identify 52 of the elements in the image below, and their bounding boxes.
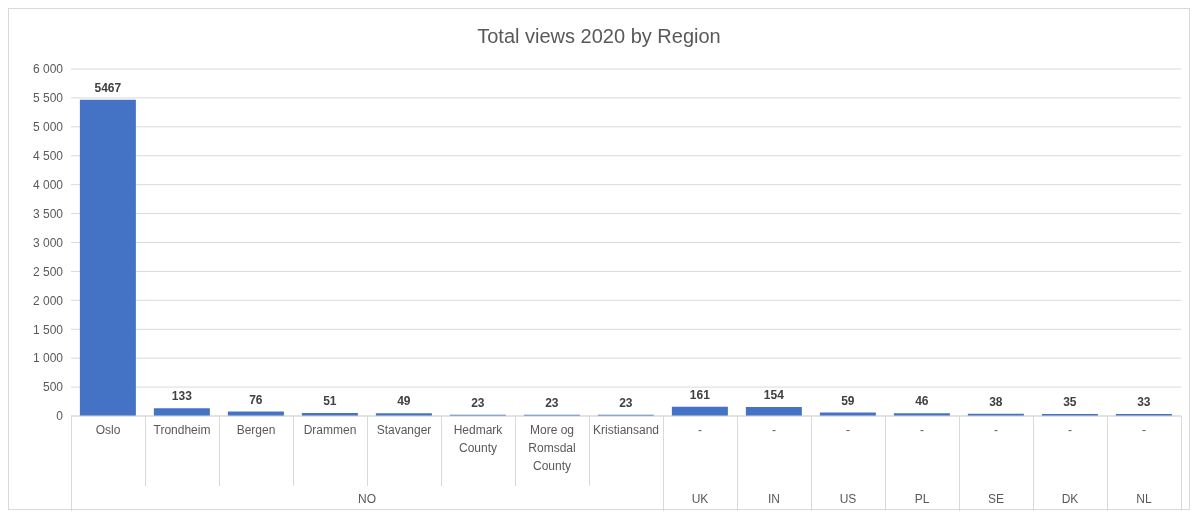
x-tick-label: Drammen	[303, 423, 357, 437]
x-tick-label: -	[1068, 423, 1072, 437]
text: NL	[1135, 492, 1153, 506]
y-tick-label: 5 000	[32, 120, 64, 135]
y-tick-label: 3 500	[32, 206, 64, 221]
x-tick-label: Hedmark County	[453, 423, 504, 455]
y-tick-label: 1 000	[32, 351, 64, 366]
chart-title: Total views 2020 by Region	[476, 25, 722, 48]
data-label: 46	[915, 394, 929, 409]
x-tick-label: -	[1142, 423, 1146, 437]
data-label: 5467	[94, 80, 122, 95]
x-tick-label: -	[920, 423, 924, 437]
x-tick-label: More og Romsdal County	[528, 423, 576, 473]
data-label: 35	[1063, 394, 1077, 409]
x-tick-label: Trondheim	[153, 423, 211, 437]
data-label: 154	[763, 388, 785, 403]
x-tick-label: Stavanger	[376, 423, 432, 437]
data-label: 49	[397, 394, 411, 409]
data-label: 38	[989, 394, 1003, 409]
data-label: 133	[171, 389, 193, 404]
text: PL	[913, 492, 931, 506]
x-tick-label: Bergen	[236, 423, 276, 437]
y-tick-label: 500	[42, 380, 64, 395]
text: UK	[690, 492, 710, 506]
text: US	[838, 492, 858, 506]
x-tick-label: Kristiansand	[592, 423, 660, 437]
text: DK	[1060, 492, 1080, 506]
text: IN	[767, 492, 781, 506]
data-label: 33	[1137, 395, 1151, 410]
y-tick-label: 1 500	[32, 322, 64, 337]
y-tick-label: 2 000	[32, 293, 64, 308]
text: SE	[987, 492, 1005, 506]
x-tick-label: Oslo	[95, 423, 121, 437]
y-tick-label: 3 000	[32, 235, 64, 250]
y-tick-label: 0	[56, 409, 64, 424]
x-tick-label: -	[846, 423, 850, 437]
data-label: 161	[689, 387, 711, 402]
y-tick-label: 5 500	[32, 91, 64, 106]
y-tick-label: 6 000	[32, 62, 64, 77]
data-label: 51	[323, 394, 337, 409]
x-tick-label: -	[698, 423, 702, 437]
y-tick-label: 2 500	[32, 264, 64, 279]
data-label: 23	[471, 395, 485, 410]
x-tick-label: -	[994, 423, 998, 437]
data-label: 76	[249, 392, 263, 407]
y-tick-label: 4 500	[32, 149, 64, 164]
text: NO	[357, 492, 377, 506]
data-label: 23	[545, 395, 559, 410]
data-label: 59	[841, 393, 855, 408]
y-tick-label: 4 000	[32, 177, 64, 192]
x-tick-label: -	[772, 423, 776, 437]
data-label: 23	[619, 395, 633, 410]
